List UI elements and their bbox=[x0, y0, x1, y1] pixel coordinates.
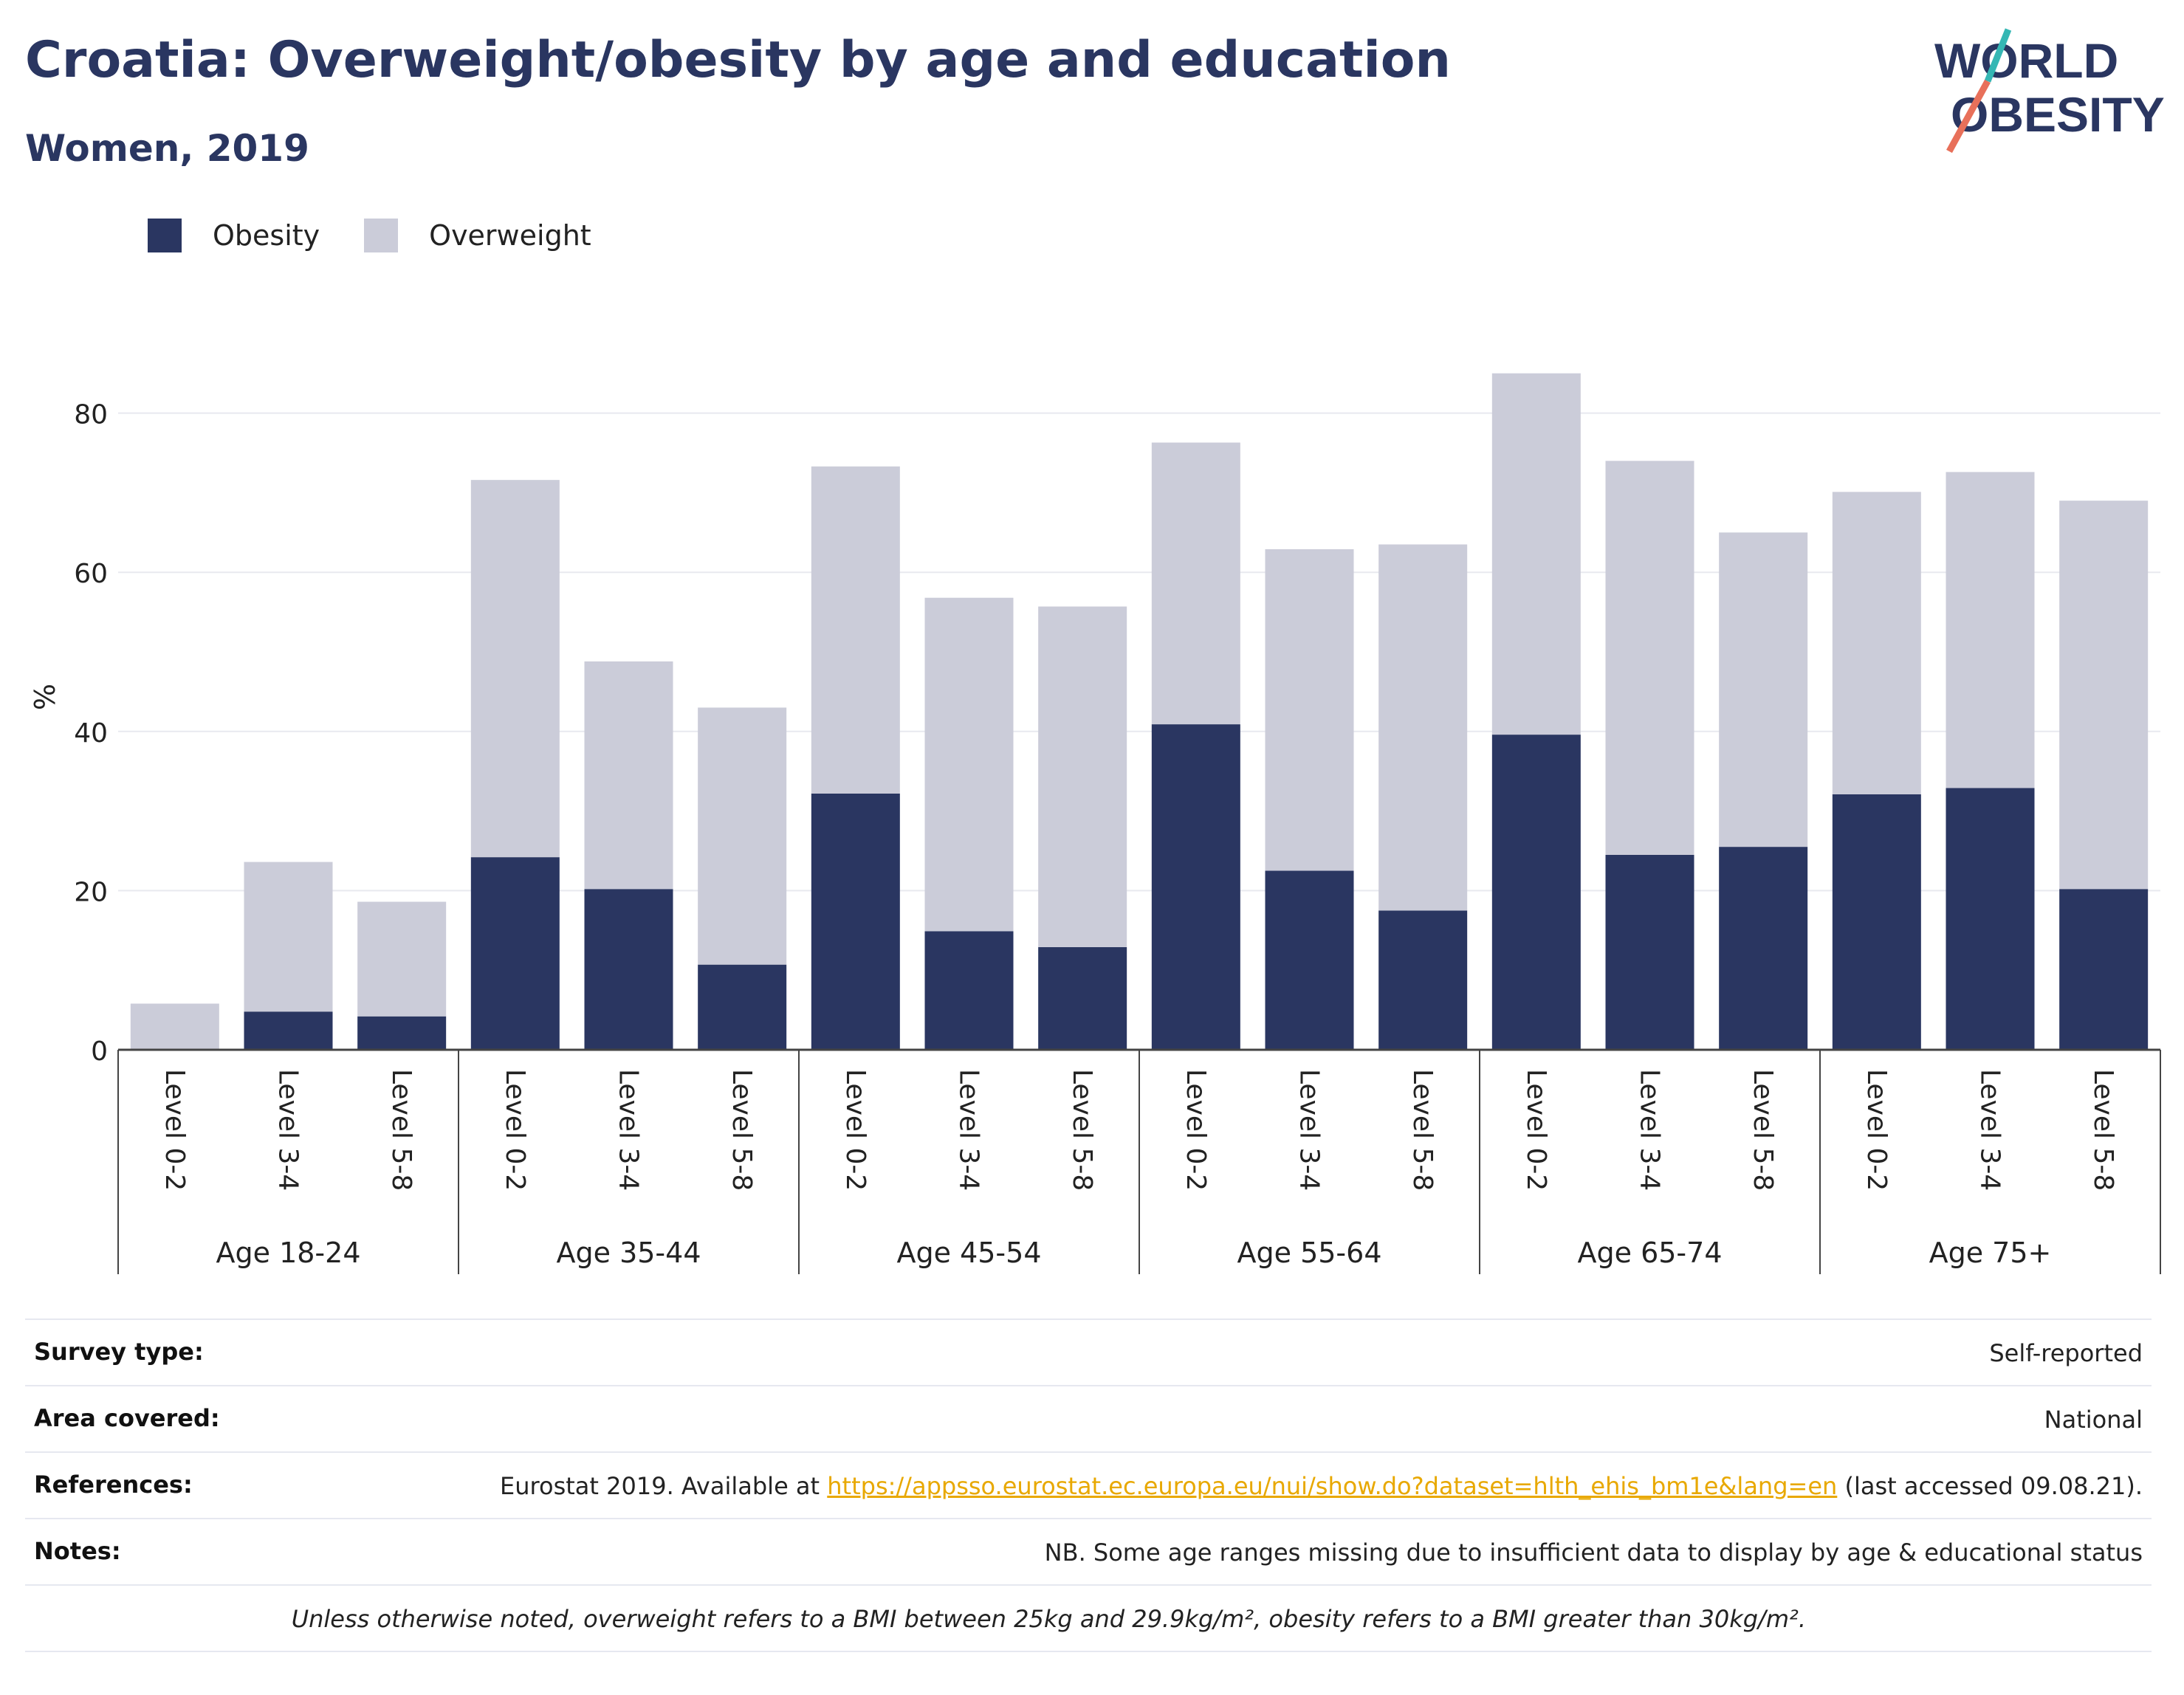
bmi-footnote: Unless otherwise noted, overweight refer… bbox=[291, 1605, 1806, 1633]
bar-overweight bbox=[130, 1003, 219, 1050]
world-obesity-logo: WORLD OBESITY bbox=[1934, 28, 2165, 154]
group-label: Age 65-74 bbox=[1578, 1237, 1723, 1269]
x-tick-label: Level 3-4 bbox=[954, 1069, 984, 1191]
bar-overweight bbox=[244, 862, 333, 1012]
bar-obesity bbox=[1719, 847, 1808, 1050]
meta-row-footnote: Unless otherwise noted, overweight refer… bbox=[25, 1584, 2152, 1652]
chart-title: Croatia: Overweight/obesity by age and e… bbox=[25, 31, 1451, 89]
meta-row-references: References: Eurostat 2019. Available at … bbox=[25, 1451, 2152, 1518]
x-tick-label: Level 3-4 bbox=[273, 1069, 303, 1191]
bar-overweight bbox=[1946, 472, 2035, 788]
x-tick-label: Level 5-8 bbox=[386, 1069, 416, 1191]
group-label: Age 35-44 bbox=[557, 1237, 701, 1269]
meta-key: Survey type: bbox=[34, 1338, 204, 1366]
bar-obesity bbox=[470, 857, 560, 1050]
x-tick-label: Level 5-8 bbox=[2088, 1069, 2118, 1191]
legend-item-obesity[interactable]: Obesity bbox=[148, 219, 320, 252]
y-tick-label: 20 bbox=[74, 877, 108, 907]
x-tick-label: Level 0-2 bbox=[1521, 1069, 1551, 1191]
chart-legend: Obesity Overweight bbox=[148, 219, 636, 252]
y-tick-label: 0 bbox=[91, 1036, 108, 1067]
bar-obesity bbox=[1491, 735, 1581, 1050]
bar-obesity bbox=[1832, 794, 1921, 1050]
bar-obesity bbox=[1038, 946, 1127, 1050]
metadata-table: Survey type: Self-reported Area covered:… bbox=[25, 1318, 2152, 1652]
bar-obesity bbox=[357, 1016, 447, 1050]
meta-key: Notes: bbox=[34, 1537, 121, 1565]
meta-value: National bbox=[2044, 1406, 2143, 1434]
x-tick-label: Level 0-2 bbox=[1181, 1069, 1211, 1191]
x-tick-label: Level 5-8 bbox=[1748, 1069, 1778, 1191]
bar-obesity bbox=[2059, 889, 2149, 1050]
group-label: Age 55-64 bbox=[1237, 1237, 1382, 1269]
x-tick-label: Level 0-2 bbox=[159, 1069, 190, 1191]
group-label: Age 45-54 bbox=[897, 1237, 1042, 1269]
bar-overweight bbox=[811, 466, 900, 794]
svg-text:OBESITY: OBESITY bbox=[1951, 87, 2165, 142]
meta-value: NB. Some age ranges missing due to insuf… bbox=[1044, 1538, 2143, 1567]
bar-obesity bbox=[811, 793, 900, 1050]
bar-obesity bbox=[1946, 788, 2035, 1050]
meta-row-notes: Notes: NB. Some age ranges missing due t… bbox=[25, 1518, 2152, 1584]
legend-label-overweight: Overweight bbox=[429, 219, 591, 252]
x-tick-label: Level 0-2 bbox=[500, 1069, 530, 1191]
bar-overweight bbox=[1832, 492, 1921, 794]
stacked-bar-chart: 0 20 40 60 80% Level 0-2 Level 3-4 Level 5-8 Age… bbox=[29, 373, 2161, 1274]
bar-overweight bbox=[1038, 606, 1127, 947]
bar-obesity bbox=[924, 931, 1014, 1050]
bar-obesity bbox=[1151, 724, 1240, 1050]
bar-overweight bbox=[1151, 442, 1240, 725]
y-axis-label: % bbox=[29, 684, 61, 710]
y-tick-label: 40 bbox=[74, 718, 108, 749]
bar-obesity bbox=[1378, 910, 1468, 1050]
bar-overweight bbox=[1265, 549, 1354, 871]
meta-value: Eurostat 2019. Available at https://apps… bbox=[500, 1471, 2143, 1502]
reference-link[interactable]: https://appsso.eurostat.ec.europa.eu/nui… bbox=[827, 1472, 1838, 1500]
group-label: Age 18-24 bbox=[216, 1237, 361, 1269]
bar-overweight bbox=[924, 597, 1014, 932]
legend-label-obesity: Obesity bbox=[213, 219, 320, 252]
svg-text:WORLD: WORLD bbox=[1934, 33, 2118, 88]
x-tick-label: Level 5-8 bbox=[727, 1069, 757, 1191]
x-tick-label: Level 0-2 bbox=[840, 1069, 870, 1191]
bar-obesity bbox=[244, 1011, 333, 1050]
x-tick-label: Level 5-8 bbox=[1407, 1069, 1438, 1191]
bar-overweight bbox=[357, 901, 447, 1017]
meta-row-survey-type: Survey type: Self-reported bbox=[25, 1318, 2152, 1385]
y-tick-label: 80 bbox=[74, 400, 108, 430]
x-tick-label: Level 5-8 bbox=[1067, 1069, 1097, 1191]
bar-obesity bbox=[698, 964, 787, 1050]
meta-row-area-covered: Area covered: National bbox=[25, 1385, 2152, 1451]
legend-swatch-overweight bbox=[364, 219, 399, 252]
legend-swatch-obesity bbox=[148, 219, 182, 252]
legend-item-overweight[interactable]: Overweight bbox=[364, 219, 591, 252]
reference-suffix: (last accessed 09.08.21). bbox=[1837, 1472, 2143, 1500]
y-tick-label: 60 bbox=[74, 559, 108, 589]
x-tick-label: Level 3-4 bbox=[1975, 1069, 2005, 1191]
meta-key: Area covered: bbox=[34, 1404, 220, 1432]
group-label: Age 75+ bbox=[1929, 1237, 2052, 1269]
bar-overweight bbox=[698, 707, 787, 965]
bar-overweight bbox=[1605, 461, 1694, 855]
bar-obesity bbox=[1605, 854, 1694, 1050]
bar-overweight bbox=[2059, 501, 2149, 890]
x-tick-label: Level 3-4 bbox=[1635, 1069, 1665, 1191]
bar-overweight bbox=[584, 661, 673, 890]
bar-overweight bbox=[1378, 544, 1468, 911]
x-tick-label: Level 3-4 bbox=[614, 1069, 644, 1191]
bar-overweight bbox=[1491, 373, 1581, 735]
bar-obesity bbox=[584, 889, 673, 1050]
meta-key: References: bbox=[34, 1471, 193, 1499]
meta-value: Self-reported bbox=[1989, 1339, 2143, 1367]
bar-overweight bbox=[470, 480, 560, 858]
bar-obesity bbox=[1265, 870, 1354, 1050]
chart-subtitle: Women, 2019 bbox=[25, 127, 309, 170]
x-tick-label: Level 3-4 bbox=[1294, 1069, 1325, 1191]
reference-prefix: Eurostat 2019. Available at bbox=[500, 1472, 828, 1500]
x-tick-label: Level 0-2 bbox=[1861, 1069, 1892, 1191]
bar-overweight bbox=[1719, 532, 1808, 848]
